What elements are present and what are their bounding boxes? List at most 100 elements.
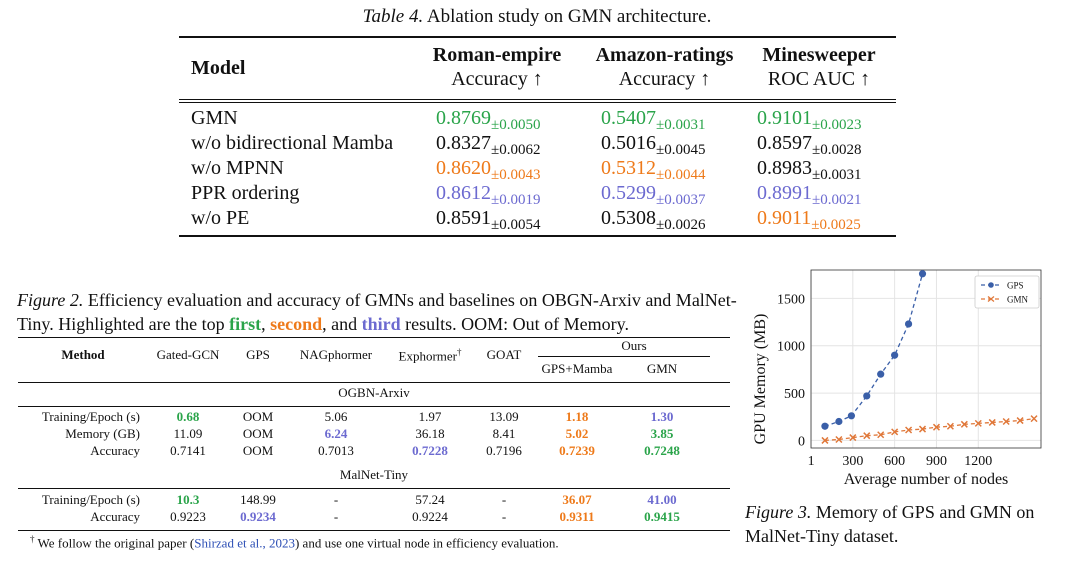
- x-tick-label: 900: [926, 454, 947, 469]
- data-point: [1016, 417, 1024, 425]
- data-point: [918, 270, 927, 278]
- table-cell: 0.9415: [644, 509, 680, 524]
- y-tick-label: 0: [798, 434, 805, 449]
- header-col-metric: ROC AUC ↑: [767, 68, 871, 90]
- table-cell: -: [333, 492, 339, 507]
- x-tick-label: 1200: [964, 454, 992, 469]
- data-point: [946, 422, 954, 430]
- series-line-gps: [824, 273, 924, 427]
- table-cell: 0.9223: [170, 509, 206, 524]
- mid-rule: [179, 99, 896, 100]
- table-row: w/o PE 0.8591±0.0054 0.5308±0.0026 0.9011±0…: [179, 207, 896, 233]
- data-point: [877, 370, 885, 378]
- header-method: Method: [61, 347, 105, 362]
- cell-std: ±0.0021: [812, 192, 862, 208]
- footnote-text: We follow the original paper (: [34, 535, 195, 551]
- table-row: w/o MPNN 0.8620±0.0043 0.5312±0.0044 0.8983…: [179, 157, 896, 183]
- table-cell: OOM: [242, 409, 274, 424]
- data-point: [891, 351, 899, 359]
- table-cell: 0.9011±0.0025: [757, 207, 861, 233]
- table-cell: -: [333, 509, 339, 524]
- table-cell: -: [501, 509, 507, 524]
- cell-std: ±0.0023: [812, 117, 862, 133]
- cell-value: 0.5308: [601, 207, 656, 229]
- table-cell: 41.00: [647, 492, 677, 507]
- data-point: [847, 412, 856, 420]
- x-tick-label: 1: [808, 454, 815, 469]
- cell-value: 0.5312: [601, 157, 656, 179]
- figure2-caption-label: Figure 2.: [17, 290, 84, 310]
- x-tick-label: 300: [842, 454, 863, 469]
- cell-std: ±0.0019: [491, 192, 541, 208]
- section-title: MalNet-Tiny: [339, 467, 409, 482]
- figure2-caption: Figure 2. Efficiency evaluation and accu…: [17, 288, 742, 336]
- data-point: [877, 431, 885, 439]
- table-row: w/o bidirectional Mamba 0.8327±0.0062 0.50…: [179, 132, 896, 158]
- table-cell: 0.7248: [644, 443, 680, 458]
- table-cell: OOM: [242, 426, 274, 441]
- cell-value: 0.8612: [436, 182, 491, 204]
- table-cell: 0.8597±0.0028: [757, 132, 862, 158]
- row-label: Memory (GB): [65, 426, 140, 441]
- cell-std: ±0.0025: [811, 217, 861, 233]
- data-point: [849, 434, 857, 442]
- cell-value: 0.9101: [757, 107, 812, 129]
- table-cell: 1.18: [565, 409, 589, 424]
- table4-caption-label: Table 4.: [362, 6, 424, 27]
- table-cell: 13.09: [489, 409, 519, 424]
- cell-value: 0.5016: [601, 132, 656, 154]
- row-label: Accuracy: [90, 443, 140, 458]
- y-axis-label: GPU Memory (MB): [752, 314, 769, 445]
- cell-std: ±0.0044: [656, 167, 706, 183]
- series-line-gmn: [824, 418, 1035, 442]
- figure2-caption-text: Efficiency evaluation and accuracy of GM…: [17, 290, 737, 334]
- header-exphormer: Exphormer†: [384, 347, 476, 364]
- header-minesweeper: Minesweeper ROC AUC ↑: [752, 43, 886, 91]
- row-label: Training/Epoch (s): [41, 409, 140, 424]
- table-row: GMN 0.8769±0.0050 0.5407±0.0031 0.9101±0.00…: [179, 107, 896, 133]
- table-cell: 36.18: [415, 426, 445, 441]
- table-cell: 0.8612±0.0019: [436, 182, 541, 208]
- header-gmn: GMN: [646, 361, 678, 376]
- table-cell: 3.85: [650, 426, 674, 441]
- data-point: [1002, 417, 1010, 426]
- first-label: first: [229, 314, 262, 334]
- data-point: [821, 436, 829, 444]
- header-gps: GPS: [246, 347, 270, 362]
- top-rule: [18, 337, 730, 338]
- table-cell: 1.30: [650, 409, 674, 424]
- mid-rule-2: [179, 102, 896, 103]
- data-point: [904, 320, 913, 328]
- top-rule: [179, 36, 896, 38]
- table-cell: 10.3: [176, 492, 200, 507]
- data-point: [960, 420, 968, 428]
- cell-value: 0.8591: [436, 207, 491, 229]
- table-cell: 0.8620±0.0043: [436, 157, 540, 183]
- footnote-text-end: ) and use one virtual node in efficiency…: [294, 535, 559, 551]
- citation-link[interactable]: Shirzad et al., 2023: [194, 535, 295, 551]
- data-point: [835, 435, 843, 444]
- cell-std: ±0.0028: [812, 142, 862, 158]
- table-cell: 0.8769±0.0050: [436, 107, 540, 133]
- header-nagphormer: NAGphormer: [299, 347, 373, 362]
- section-rule: [18, 488, 730, 489]
- data-point: [918, 425, 927, 433]
- row-model-name: GMN: [191, 107, 238, 129]
- cell-value: 0.9011: [757, 207, 812, 229]
- table-cell: 6.24: [324, 426, 348, 441]
- data-point: [1030, 415, 1038, 423]
- table-cell: 0.7141: [170, 443, 206, 458]
- section-rule: [18, 406, 730, 407]
- y-tick-label: 1500: [777, 292, 805, 307]
- cell-std: ±0.0037: [656, 192, 706, 208]
- table4-caption: Table 4. Ablation study on GMN architect…: [0, 6, 1074, 28]
- table-cell: 0.5312±0.0044: [601, 157, 706, 183]
- data-point: [863, 432, 871, 440]
- cell-value: 0.8991: [757, 182, 812, 204]
- table-cell: 0.8591±0.0054: [436, 207, 540, 233]
- data-point: [821, 422, 829, 430]
- header-exphormer-label: Exphormer: [398, 348, 457, 364]
- cell-value: 0.5299: [601, 182, 656, 204]
- header-model: Model: [191, 57, 246, 79]
- table-cell: 8.41: [492, 426, 516, 441]
